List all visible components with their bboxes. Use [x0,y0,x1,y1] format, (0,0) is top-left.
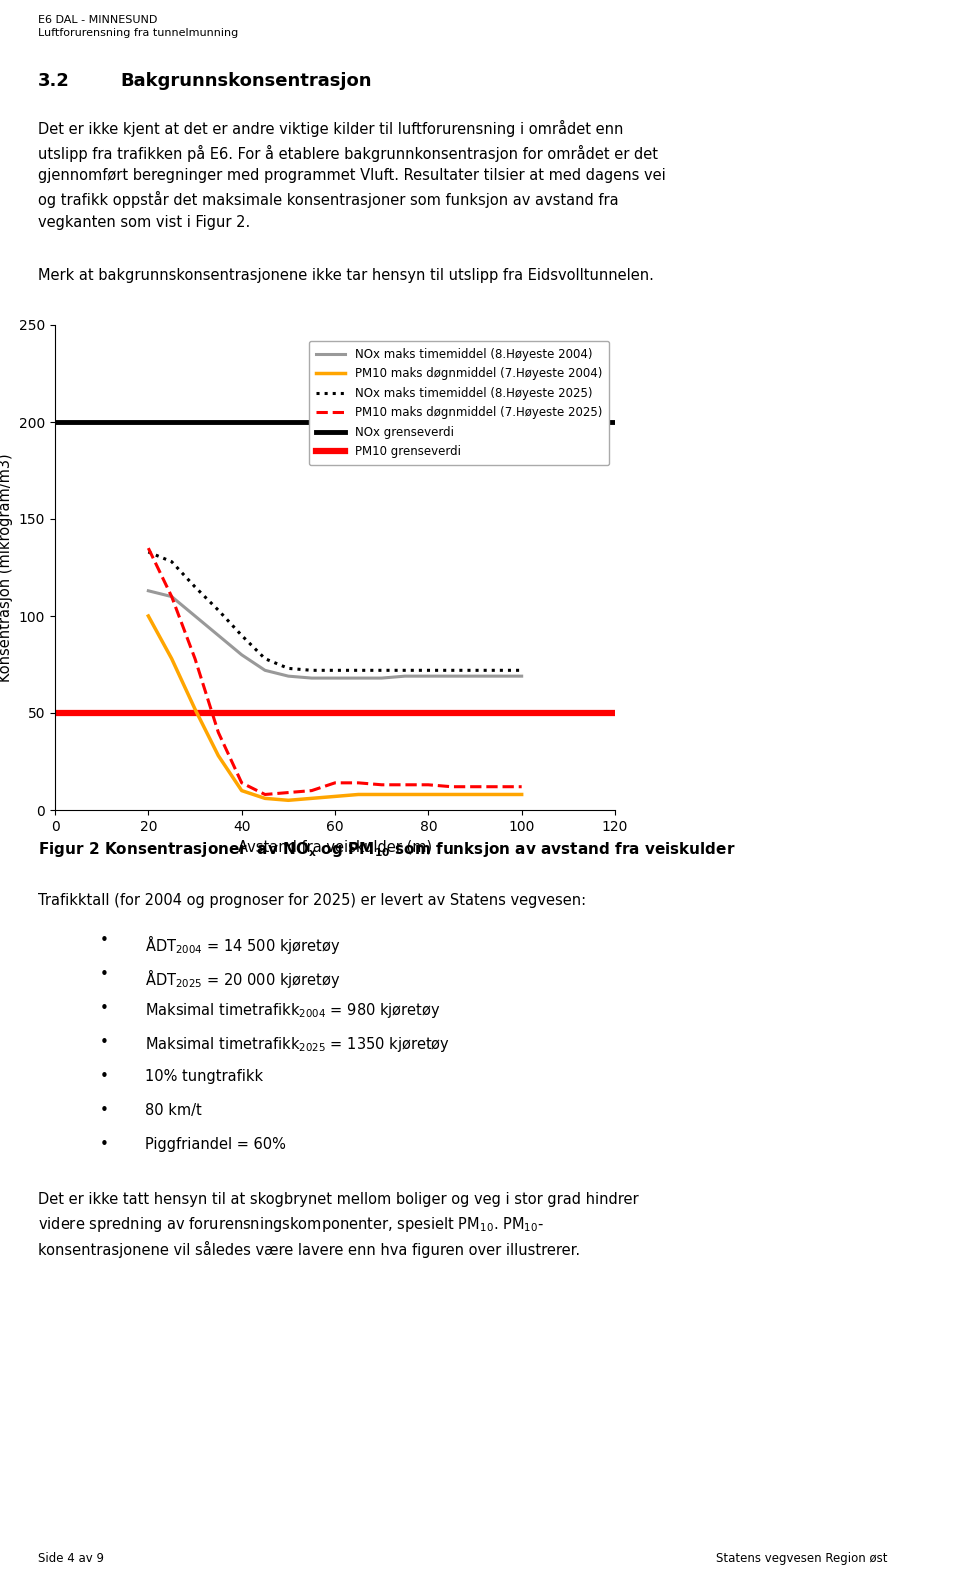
Text: •: • [100,1001,108,1016]
Text: Det er ikke kjent at det er andre viktige kilder til luftforurensning i området : Det er ikke kjent at det er andre viktig… [38,119,665,229]
Legend: NOx maks timemiddel (8.Høyeste 2004), PM10 maks døgnmiddel (7.Høyeste 2004), NOx: NOx maks timemiddel (8.Høyeste 2004), PM… [308,341,609,465]
Text: •: • [100,968,108,982]
Text: ÅDT$_{\mathregular{2004}}$ = 14 500 kjøretøy: ÅDT$_{\mathregular{2004}}$ = 14 500 kjør… [145,933,341,957]
Text: Side 4 av 9: Side 4 av 9 [38,1552,104,1565]
Text: 80 km/t: 80 km/t [145,1103,202,1119]
Text: Luftforurensning fra tunnelmunning: Luftforurensning fra tunnelmunning [38,28,238,38]
Text: Maksimal timetrafikk$_{\mathregular{2004}}$ = 980 kjøretøy: Maksimal timetrafikk$_{\mathregular{2004… [145,1001,441,1020]
Text: •: • [100,1137,108,1152]
Y-axis label: Konsentrasjon (mikrogram/m3): Konsentrasjon (mikrogram/m3) [0,452,13,682]
Text: Bakgrunnskonsentrasjon: Bakgrunnskonsentrasjon [120,72,372,90]
Text: Maksimal timetrafikk$_{\mathregular{2025}}$ = 1350 kjøretøy: Maksimal timetrafikk$_{\mathregular{2025… [145,1035,450,1054]
X-axis label: Avstand fra veiskulder (m): Avstand fra veiskulder (m) [238,839,432,855]
Text: Trafikktall (for 2004 og prognoser for 2025) er levert av Statens vegvesen:: Trafikktall (for 2004 og prognoser for 2… [38,892,587,908]
Text: Det er ikke tatt hensyn til at skogbrynet mellom boliger og veg i stor grad hind: Det er ikke tatt hensyn til at skogbryne… [38,1192,638,1258]
Text: ÅDT$_{\mathregular{2025}}$ = 20 000 kjøretøy: ÅDT$_{\mathregular{2025}}$ = 20 000 kjør… [145,968,341,990]
Text: 10% tungtrafikk: 10% tungtrafikk [145,1068,263,1084]
Text: •: • [100,1068,108,1084]
Text: Figur 2 Konsentrasjoner  av NO$_\mathregular{x}$ og PM$_\mathregular{10}$ som fu: Figur 2 Konsentrasjoner av NO$_\mathregu… [38,840,735,859]
Text: •: • [100,1103,108,1119]
Text: 3.2: 3.2 [38,72,70,90]
Text: •: • [100,933,108,947]
Text: E6 DAL - MINNESUND: E6 DAL - MINNESUND [38,16,157,25]
Text: Merk at bakgrunnskonsentrasjonene ikke tar hensyn til utslipp fra Eidsvolltunnel: Merk at bakgrunnskonsentrasjonene ikke t… [38,269,654,283]
Text: •: • [100,1035,108,1049]
Text: Piggfriandel = 60%: Piggfriandel = 60% [145,1137,286,1152]
Text: Statens vegvesen Region øst: Statens vegvesen Region øst [716,1552,888,1565]
